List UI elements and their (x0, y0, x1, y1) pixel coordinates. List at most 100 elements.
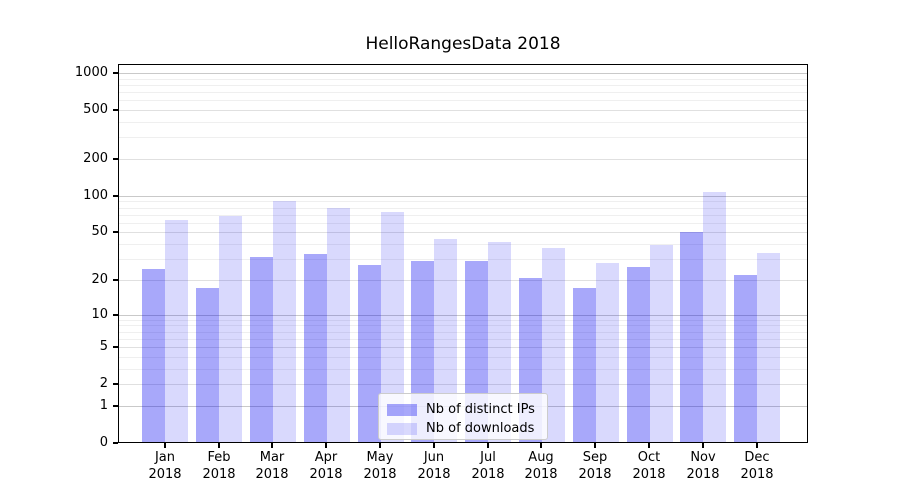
gridline (119, 92, 807, 93)
x-tick-label-jun: Jun 2018 (417, 450, 451, 482)
gridline (119, 280, 807, 281)
bar-ips-apr (303, 254, 327, 443)
gridline (119, 208, 807, 209)
gridline (119, 320, 807, 321)
gridline (119, 332, 807, 333)
x-tick-label-apr: Apr 2018 (309, 450, 343, 482)
gridline (119, 137, 807, 138)
bar-ips-nov (680, 232, 704, 443)
legend-label-distinct-ips: Nb of distinct IPs (426, 402, 535, 417)
legend-swatch-distinct-ips (387, 403, 417, 416)
x-tick-mark (379, 443, 381, 448)
y-tick-label: 20 (91, 272, 108, 287)
bar-ips-oct (626, 266, 650, 443)
bar-downloads-oct (649, 245, 673, 443)
bar-downloads-apr (326, 207, 350, 443)
y-tick-mark (113, 346, 118, 348)
x-tick-mark (487, 443, 489, 448)
y-tick-mark (113, 109, 118, 111)
bar-ips-sep (572, 288, 596, 443)
bar-downloads-jul (488, 241, 512, 443)
y-tick-label: 2 (99, 376, 108, 391)
gridline (119, 357, 807, 358)
legend-item-downloads: Nb of downloads (387, 419, 539, 438)
bar-downloads-jun (434, 239, 458, 443)
bar-ips-mar (249, 257, 273, 443)
gridline (119, 244, 807, 245)
bar-downloads-sep (595, 262, 619, 443)
x-tick-label-oct: Oct 2018 (632, 450, 666, 482)
x-tick-label-mar: Mar 2018 (255, 450, 289, 482)
x-tick-label-may: May 2018 (363, 450, 397, 482)
y-tick-label: 0 (99, 435, 108, 450)
bar-downloads-nov (703, 192, 727, 443)
y-tick-label: 200 (83, 151, 108, 166)
gridline (119, 369, 807, 370)
gridline (119, 110, 807, 111)
x-tick-label-jan: Jan 2018 (148, 450, 182, 482)
gridline (119, 196, 807, 197)
x-tick-mark (218, 443, 220, 448)
bar-downloads-may (380, 211, 404, 443)
legend-swatch-downloads (387, 422, 417, 435)
y-tick-mark (113, 405, 118, 407)
y-tick-label: 5 (99, 339, 108, 354)
bar-downloads-mar (272, 201, 296, 443)
gridline (119, 201, 807, 202)
bar-downloads-dec (757, 252, 781, 443)
y-tick-mark (113, 231, 118, 233)
gridline (119, 73, 807, 74)
x-tick-mark (540, 443, 542, 448)
gridline (119, 232, 807, 233)
gridline (119, 339, 807, 340)
gridline (119, 85, 807, 86)
y-tick-label: 500 (83, 102, 108, 117)
bar-downloads-feb (219, 216, 242, 443)
y-tick-label: 50 (91, 224, 108, 239)
bar-downloads-jan (165, 220, 189, 443)
gridline (119, 215, 807, 216)
y-tick-label: 1 (99, 398, 108, 413)
gridline (119, 122, 807, 123)
y-tick-mark (113, 442, 118, 444)
plot-area (118, 64, 808, 443)
x-tick-mark (433, 443, 435, 448)
y-tick-label: 10 (91, 307, 108, 322)
bar-ips-jan (142, 268, 166, 443)
x-tick-mark (702, 443, 704, 448)
bar-ips-feb (196, 288, 219, 443)
y-tick-mark (113, 314, 118, 316)
y-tick-label: 1000 (74, 65, 108, 80)
legend: Nb of distinct IPs Nb of downloads (378, 393, 548, 440)
y-tick-mark (113, 383, 118, 385)
x-tick-label-nov: Nov 2018 (686, 450, 720, 482)
x-tick-mark (594, 443, 596, 448)
y-tick-label: 100 (83, 188, 108, 203)
gridline (119, 223, 807, 224)
y-tick-mark (113, 195, 118, 197)
chart-title: HelloRangesData 2018 (365, 34, 561, 54)
y-tick-mark (113, 72, 118, 74)
x-tick-mark (325, 443, 327, 448)
bar-ips-may (357, 264, 381, 443)
x-tick-mark (271, 443, 273, 448)
bar-ips-dec (734, 275, 758, 443)
gridline (119, 384, 807, 385)
x-tick-label-jul: Jul 2018 (471, 450, 505, 482)
gridline (119, 315, 807, 316)
x-tick-mark (756, 443, 758, 448)
y-tick-mark (113, 158, 118, 160)
gridline (119, 100, 807, 101)
x-tick-label-feb: Feb 2018 (202, 450, 236, 482)
x-tick-mark (164, 443, 166, 448)
gridline (119, 347, 807, 348)
x-tick-label-dec: Dec 2018 (740, 450, 774, 482)
legend-item-distinct-ips: Nb of distinct IPs (387, 400, 539, 419)
legend-label-downloads: Nb of downloads (426, 421, 535, 436)
gridline (119, 325, 807, 326)
x-tick-label-sep: Sep 2018 (578, 450, 612, 482)
x-tick-label-aug: Aug 2018 (524, 450, 558, 482)
x-tick-mark (648, 443, 650, 448)
gridline (119, 79, 807, 80)
